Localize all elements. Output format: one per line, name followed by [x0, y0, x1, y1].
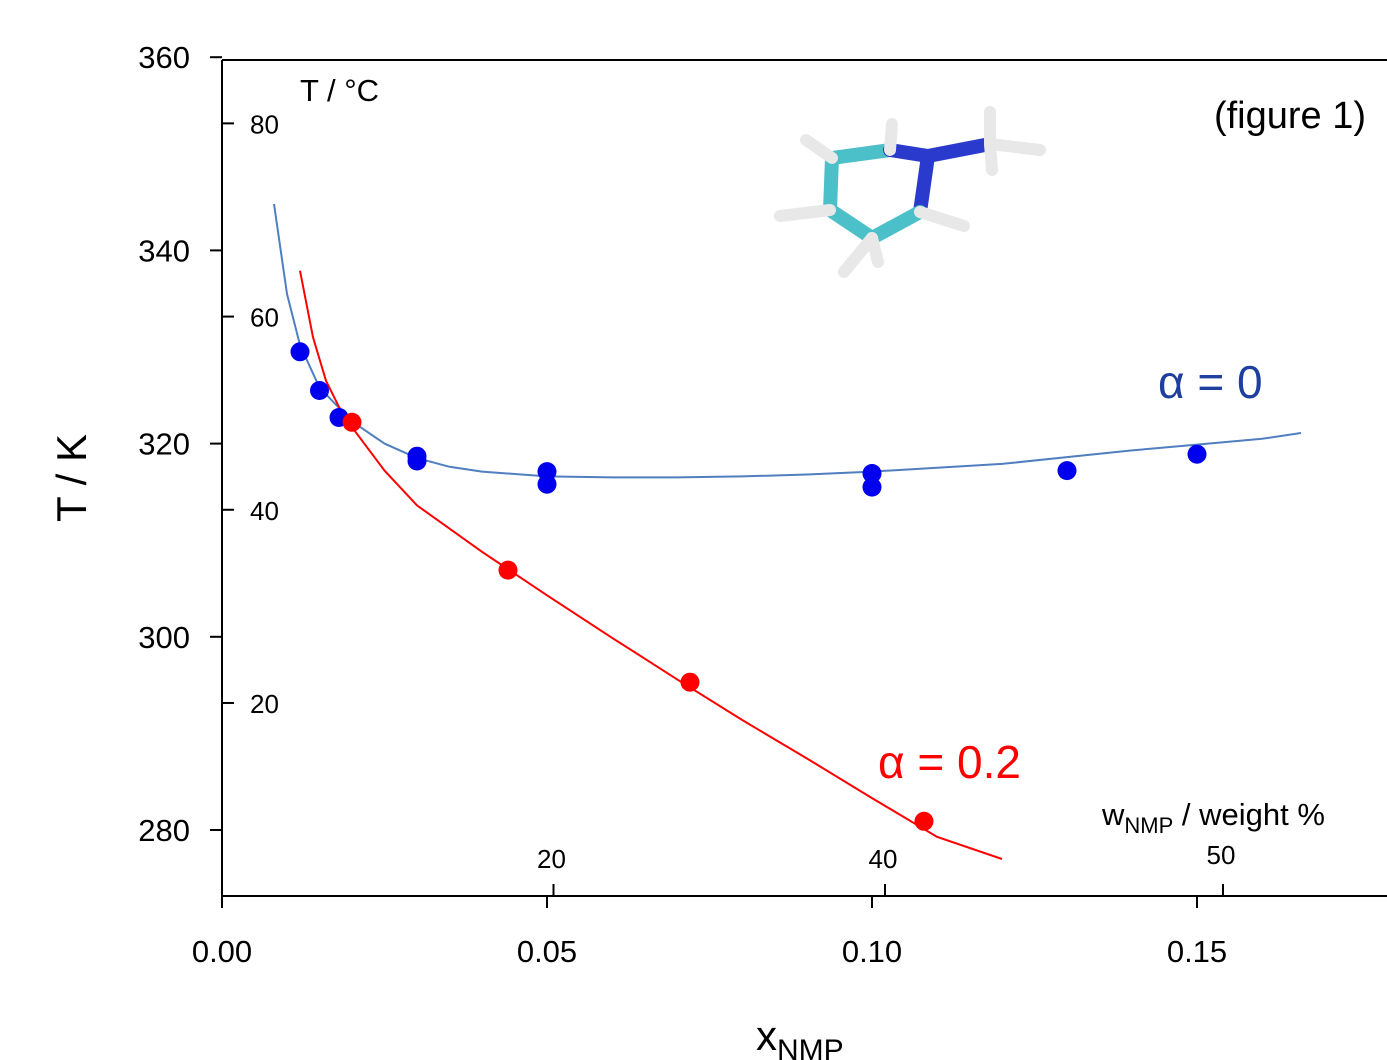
fit-line-series-0 — [273, 203, 1302, 479]
weight-axis-label: wNMP / weight % — [1101, 797, 1325, 838]
data-points — [290, 342, 1207, 831]
celsius-tick-label: 80 — [250, 109, 279, 139]
weight-tick-label: 50 — [1207, 840, 1236, 870]
data-point-series-0 — [862, 464, 882, 483]
data-point-series-1 — [498, 560, 518, 580]
x-axis-title: xNMP — [756, 1012, 844, 1060]
figure-annotation: (figure 1) — [1214, 95, 1366, 137]
data-point-series-0 — [537, 474, 557, 494]
x-tick-label: 0.00 — [192, 934, 252, 969]
celsius-tick-label: 20 — [250, 689, 279, 719]
celsius-axis-label: T / °C — [300, 73, 379, 108]
y-tick-label: 320 — [138, 427, 190, 462]
series-label-alpha02: α = 0.2 — [878, 736, 1021, 788]
weight-tick-label: 20 — [537, 844, 566, 874]
data-point-series-1 — [914, 811, 934, 831]
y-tick-label: 360 — [138, 40, 190, 75]
x-tick-label: 0.15 — [1167, 934, 1227, 969]
data-point-series-0 — [862, 477, 882, 497]
y-tick-label: 340 — [138, 233, 190, 268]
molecule-image — [774, 106, 1046, 278]
data-point-series-0 — [1187, 444, 1207, 464]
data-point-series-0 — [310, 381, 329, 400]
series-label-alpha0: α = 0 — [1158, 356, 1263, 408]
data-point-series-0 — [407, 451, 427, 471]
y-tick-label: 280 — [138, 813, 190, 848]
weight-tick-label: 40 — [869, 844, 898, 874]
celsius-tick-label: 60 — [250, 303, 279, 333]
x-tick-label: 0.10 — [842, 934, 902, 969]
celsius-tick-label: 40 — [250, 496, 279, 526]
fit-lines — [273, 203, 1302, 860]
y-tick-label: 300 — [138, 620, 190, 655]
data-point-series-0 — [1057, 461, 1077, 481]
data-point-series-1 — [680, 672, 700, 692]
x-tick-label: 0.05 — [517, 934, 577, 969]
data-point-series-0 — [290, 342, 310, 362]
chart-labels: T / °C (figure 1) T / K xNMP wNMP / weight %… — [48, 73, 1366, 1060]
y-axis-title: T / K — [48, 434, 95, 522]
data-point-series-1 — [342, 412, 362, 432]
axes: 280 300 320 340 360 0.00 0.05 0.10 0.15 20 40 60 80 2… — [138, 40, 1387, 969]
